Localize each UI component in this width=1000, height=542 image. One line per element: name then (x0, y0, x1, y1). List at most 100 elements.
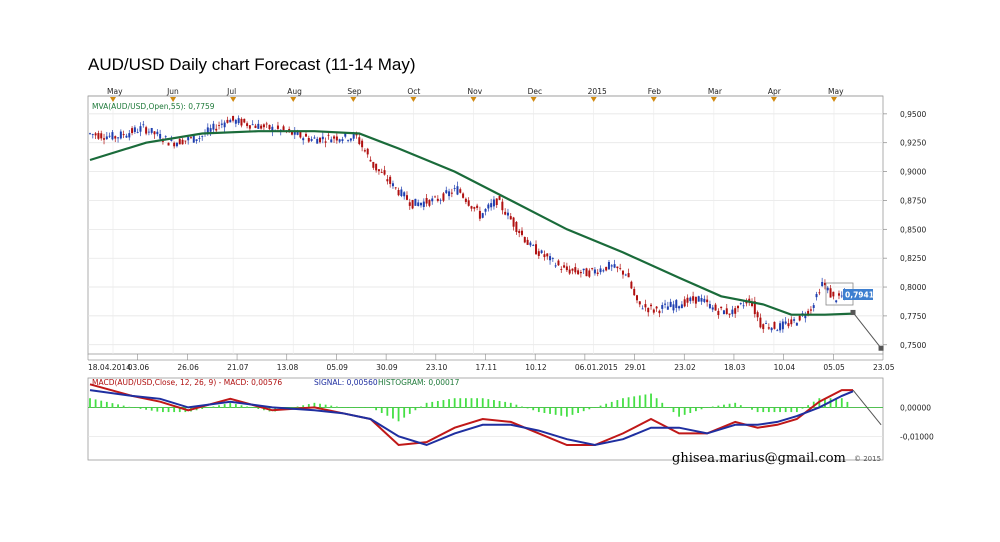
candle (736, 305, 739, 313)
histogram-bar (565, 407, 568, 417)
candle (748, 295, 751, 306)
candle-body (773, 321, 776, 329)
candle-body (509, 216, 512, 220)
candle-body (638, 301, 641, 305)
candle (366, 147, 369, 158)
candlesticks (89, 115, 852, 333)
candle (515, 221, 518, 235)
histogram-bar (526, 407, 529, 409)
histogram-bar (234, 404, 237, 408)
candle (512, 216, 515, 231)
candle-body (481, 213, 484, 218)
candle-body (762, 324, 765, 330)
candle (787, 318, 790, 329)
histogram-bar (543, 407, 546, 413)
candle (585, 267, 588, 277)
candle-body (630, 281, 633, 289)
candle-body (579, 271, 582, 274)
candle-body (319, 137, 322, 143)
candle-body (837, 293, 840, 296)
candle (108, 132, 111, 138)
candle-body (307, 137, 310, 142)
histogram-bar (223, 404, 226, 408)
candle-body (349, 138, 352, 141)
candle (310, 136, 313, 142)
candle-body (156, 131, 159, 135)
candle-body (753, 301, 756, 315)
candle-body (714, 304, 717, 311)
candle (644, 299, 647, 312)
candle-body (293, 130, 296, 135)
candle-body (450, 192, 453, 194)
histogram-bar (347, 407, 349, 408)
candle-body (734, 308, 737, 314)
candle-body (821, 281, 824, 287)
candle (832, 291, 835, 300)
candle-body (602, 270, 605, 272)
candle-body (666, 306, 669, 310)
candle (711, 304, 714, 313)
histogram-bar (577, 407, 579, 413)
candle-body (672, 304, 675, 311)
histogram-bar (364, 407, 366, 408)
candle (215, 124, 218, 134)
histogram-bar (150, 407, 153, 411)
candle-body (495, 198, 498, 206)
histogram-bar (178, 407, 181, 413)
candle (330, 136, 333, 143)
candle (450, 188, 453, 198)
candle-body (711, 307, 714, 310)
date-tick-label: 23.10 (426, 363, 448, 372)
candle-body (425, 198, 428, 204)
histogram-bar (666, 407, 669, 408)
candle-body (787, 323, 790, 327)
candle (394, 187, 397, 190)
candle (554, 262, 557, 268)
candle-body (324, 141, 327, 143)
candle (313, 135, 316, 139)
candle (759, 313, 762, 329)
candle-body (462, 193, 465, 198)
candle-body (167, 142, 170, 146)
histogram-bar (549, 407, 551, 414)
histogram-bar (291, 407, 293, 408)
candle (506, 208, 509, 220)
histogram-bar (313, 402, 316, 408)
date-tick-label: 23.02 (674, 363, 696, 372)
histogram-bar (678, 407, 680, 417)
candle (484, 208, 487, 216)
candle (537, 248, 540, 259)
candle (262, 123, 265, 131)
candle-body (220, 123, 223, 125)
candle-body (122, 134, 125, 136)
candle-body (391, 183, 394, 187)
candle-body (389, 176, 392, 184)
candle (574, 263, 577, 275)
histogram-bar (476, 398, 479, 408)
candle-body (624, 274, 627, 276)
candle (153, 131, 156, 139)
histogram-bar (504, 401, 507, 408)
chart-title: AUD/USD Daily chart Forecast (11-14 May) (88, 55, 416, 74)
candle-body (498, 196, 501, 200)
candle-body (448, 191, 451, 197)
histogram-bar (436, 400, 439, 408)
candle-body (358, 137, 361, 145)
histogram-bar (644, 394, 647, 408)
candle-body (417, 202, 420, 207)
histogram-bar (762, 407, 765, 413)
candle (804, 311, 807, 323)
candle (377, 169, 380, 175)
candle-body (206, 127, 209, 134)
candle (316, 136, 319, 144)
candle-body (793, 319, 796, 321)
histogram-bar (431, 401, 434, 408)
candle (178, 138, 181, 145)
candle-body (835, 300, 838, 303)
candle-body (591, 268, 594, 270)
price-tick-label: 0,8500 (900, 225, 926, 234)
candle (501, 198, 504, 215)
candle (434, 195, 437, 198)
candle-body (652, 309, 655, 313)
histogram-bar (251, 407, 254, 408)
